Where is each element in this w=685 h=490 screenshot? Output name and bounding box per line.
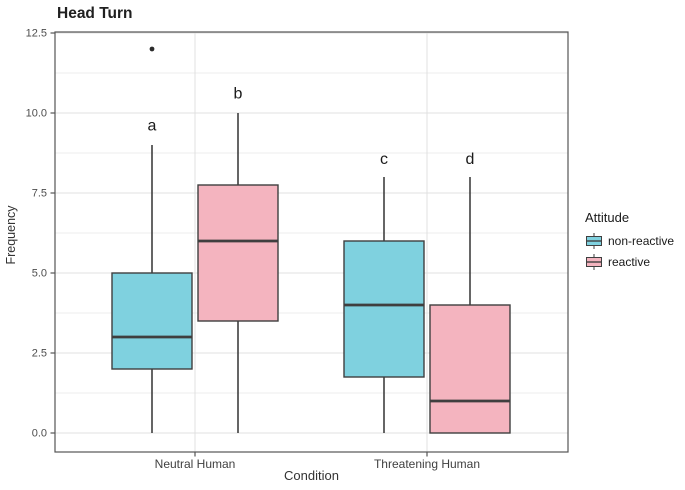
box-d-reactive <box>429 304 511 434</box>
y-tick-label: 7.5 <box>32 188 47 200</box>
legend-label-reactive: reactive <box>608 255 651 269</box>
significance-letter-b: b <box>234 86 243 103</box>
box-a-non-reactive <box>111 272 193 370</box>
y-tick-label: 10.0 <box>26 108 47 120</box>
y-tick-label: 5.0 <box>32 268 47 280</box>
y-tick-label: 12.5 <box>26 28 47 40</box>
y-axis-label: Frequency <box>4 205 18 265</box>
x-axis-label: Condition <box>284 468 339 483</box>
legend-item-reactive: reactive <box>585 253 674 271</box>
legend-item-non-reactive: non-reactive <box>585 232 674 250</box>
chart-title: Head Turn <box>57 5 133 22</box>
outlier-point-a <box>149 46 155 52</box>
x-tick-label-threatening-human: Threatening Human <box>373 457 481 471</box>
significance-letter-a: a <box>148 118 157 135</box>
legend-label-non-reactive: non-reactive <box>608 234 675 248</box>
legend-title: Attitude <box>585 210 630 225</box>
x-tick-label-neutral-human: Neutral Human <box>154 457 236 471</box>
legend: Attitude non-reactive reactive <box>585 210 674 274</box>
y-tick-label: 2.5 <box>32 348 47 360</box>
box-b-reactive <box>197 184 279 322</box>
significance-letter-d: d <box>466 151 475 168</box>
significance-letter-c: c <box>380 151 388 168</box>
y-tick-label: 0.0 <box>32 428 47 440</box>
boxplot-key-icon <box>586 254 602 270</box>
box-c-non-reactive <box>343 240 425 378</box>
panel-border <box>54 31 569 453</box>
boxplot-key-icon <box>586 233 602 249</box>
